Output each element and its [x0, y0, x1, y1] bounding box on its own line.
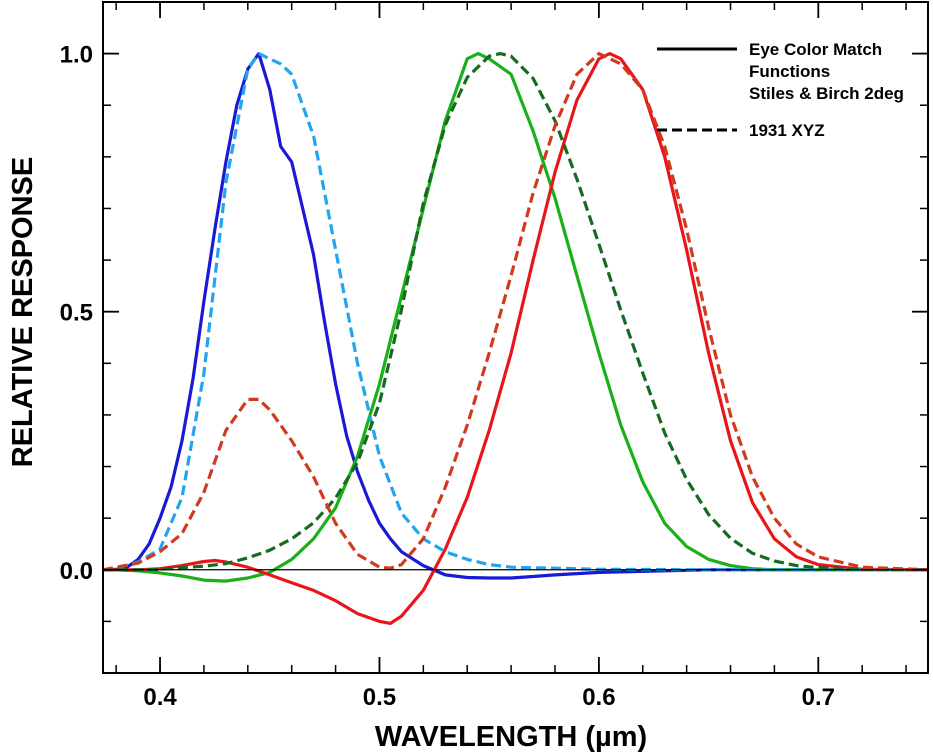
legend-label: Functions: [749, 62, 830, 81]
x-tick-label: 0.5: [363, 684, 396, 711]
x-tick-label: 0.7: [802, 684, 835, 711]
x-tick-label: 0.4: [143, 684, 177, 711]
legend-label: Stiles & Birch 2deg: [749, 84, 904, 103]
series-line-4: [102, 52, 928, 572]
legend: Eye Color Match Functions Stiles & Birch 2…: [657, 40, 904, 140]
series-line-1: [102, 52, 928, 580]
series-line-3: [103, 52, 929, 625]
series-line-5: [103, 52, 929, 572]
x-tick-label: 0.6: [582, 684, 615, 711]
axis-layer: 0.4 0.5 0.6 0.7 0.0 0.5 1.0: [60, 1, 929, 711]
y-tick-label: 0.5: [60, 300, 93, 327]
legend-label: Eye Color Match: [749, 40, 882, 59]
plot-frame: [102, 1, 929, 674]
series-layer: [102, 52, 929, 625]
y-tick-label: 0.0: [60, 558, 93, 585]
series-line-2: [103, 52, 928, 583]
series-line-6: [102, 52, 929, 572]
legend-label: 1931 XYZ: [749, 121, 825, 140]
y-tick-label: 1.0: [60, 42, 93, 69]
x-axis-title: WAVELENGTH (µm): [375, 721, 647, 753]
y-axis-title: RELATIVE RESPONSE: [7, 157, 39, 467]
